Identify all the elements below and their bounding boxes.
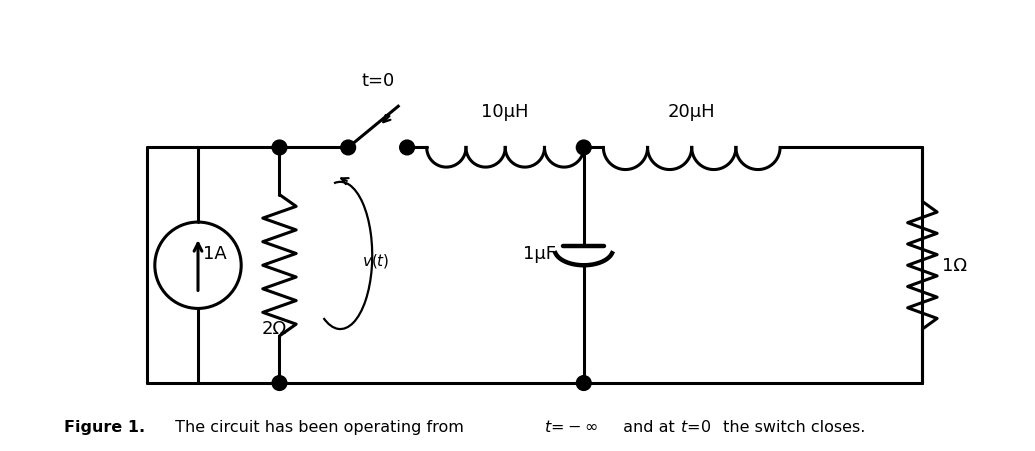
Text: 10μH: 10μH [481,103,529,121]
Circle shape [272,141,287,156]
Text: 1A: 1A [203,245,227,263]
Text: 20μH: 20μH [668,103,715,121]
Circle shape [576,141,591,156]
Text: $v(t)$: $v(t)$ [362,252,389,270]
Text: $t\!=\!0$: $t\!=\!0$ [680,418,712,434]
Text: 2Ω: 2Ω [262,319,287,337]
Text: Figure 1.: Figure 1. [63,419,145,434]
Circle shape [341,141,356,156]
Text: and at: and at [618,419,680,434]
Text: The circuit has been operating from: The circuit has been operating from [170,419,469,434]
Circle shape [400,141,414,156]
Text: the switch closes.: the switch closes. [718,419,865,434]
Text: $t\!=\!-\infty$: $t\!=\!-\infty$ [544,418,598,434]
Circle shape [272,376,287,391]
Text: 1Ω: 1Ω [942,257,967,275]
Text: 1μF: 1μF [524,245,556,263]
Text: t=0: t=0 [361,71,394,89]
Circle shape [576,376,591,391]
